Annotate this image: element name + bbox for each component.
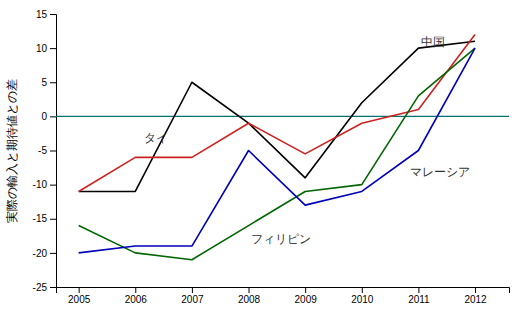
y-tick: -10 — [33, 179, 56, 190]
series-line — [79, 48, 475, 253]
y-tick-mark — [50, 219, 56, 220]
annotation: タイ — [144, 131, 168, 145]
y-tick-label: 10 — [36, 43, 48, 54]
annotation: フィリピン — [251, 232, 311, 246]
y-tick-label: -15 — [33, 213, 48, 224]
x-tick: 2012 — [464, 287, 487, 305]
y-tick-label: 5 — [41, 77, 47, 88]
x-tick-mark — [475, 287, 476, 293]
y-tick: 15 — [36, 9, 56, 20]
x-tick-mark — [79, 287, 80, 293]
y-axis: -25 -20 -15 -10 -5 0 5 10 15 — [33, 9, 57, 293]
y-tick-label: 0 — [41, 111, 47, 122]
plot: 2005 2006 2007 2008 2009 2010 2011 2012 -25 -20 -1… — [5, 9, 510, 305]
y-tick-mark — [50, 14, 56, 15]
x-tick-label: 2009 — [295, 294, 318, 305]
annotations: 中国タイフィリピン マレーシア — [144, 35, 470, 246]
x-tick: 2009 — [295, 287, 318, 305]
x-tick: 2008 — [238, 287, 261, 305]
x-tick-mark — [135, 287, 136, 293]
x-tick-mark — [305, 287, 306, 293]
x-tick-mark — [192, 287, 193, 293]
x-tick: 2007 — [181, 287, 204, 305]
y-axis-line — [50, 15, 57, 288]
x-tick-label: 2011 — [408, 294, 430, 305]
x-tick-label: 2010 — [351, 294, 374, 305]
y-tick-label: 15 — [36, 9, 48, 20]
y-tick-label: -5 — [38, 145, 47, 156]
series-line — [79, 41, 475, 191]
y-tick-mark — [50, 116, 56, 117]
y-tick-label: -20 — [33, 248, 48, 259]
y-tick-mark — [50, 82, 56, 83]
y-tick: 5 — [41, 77, 56, 88]
chart-container: 2005 2006 2007 2008 2009 2010 2011 2012 -25 -20 -1… — [0, 0, 525, 315]
y-tick-mark — [50, 48, 56, 49]
x-tick-label: 2005 — [68, 294, 91, 305]
y-tick: 0 — [41, 111, 56, 122]
x-tick-label: 2007 — [181, 294, 204, 305]
y-tick-label: -25 — [33, 282, 48, 293]
annotation: 中国 — [421, 35, 445, 49]
annotation: マレーシア — [410, 165, 470, 179]
x-tick: 2006 — [125, 287, 148, 305]
x-tick-label: 2008 — [238, 294, 261, 305]
x-tick-label: 2012 — [464, 294, 487, 305]
y-tick: 10 — [36, 43, 56, 54]
y-tick: -5 — [38, 145, 56, 156]
series-line — [79, 34, 475, 191]
y-tick-mark — [50, 185, 56, 186]
y-tick: -15 — [33, 213, 56, 224]
y-tick-mark — [50, 253, 56, 254]
y-tick: -25 — [33, 282, 56, 293]
y-tick-mark — [50, 287, 56, 288]
x-tick-label: 2006 — [125, 294, 148, 305]
x-tick: 2011 — [408, 287, 430, 305]
reference-line — [56, 116, 509, 117]
x-tick-mark — [249, 287, 250, 293]
x-axis-line — [57, 288, 510, 294]
y-tick: -20 — [33, 248, 56, 259]
x-tick: 2005 — [68, 287, 91, 305]
x-tick: 2010 — [351, 287, 374, 305]
x-tick-mark — [362, 287, 363, 293]
marks — [56, 34, 509, 259]
y-tick-mark — [50, 151, 56, 152]
y-axis-title: 実際の輸入と期待値との差 — [5, 79, 19, 223]
y-tick-label: -10 — [33, 179, 48, 190]
x-axis: 2005 2006 2007 2008 2009 2010 2011 2012 — [57, 287, 510, 305]
chart-svg: 2005 2006 2007 2008 2009 2010 2011 2012 -25 -20 -1… — [0, 0, 525, 315]
x-tick-mark — [418, 287, 419, 293]
series-line — [79, 48, 475, 260]
